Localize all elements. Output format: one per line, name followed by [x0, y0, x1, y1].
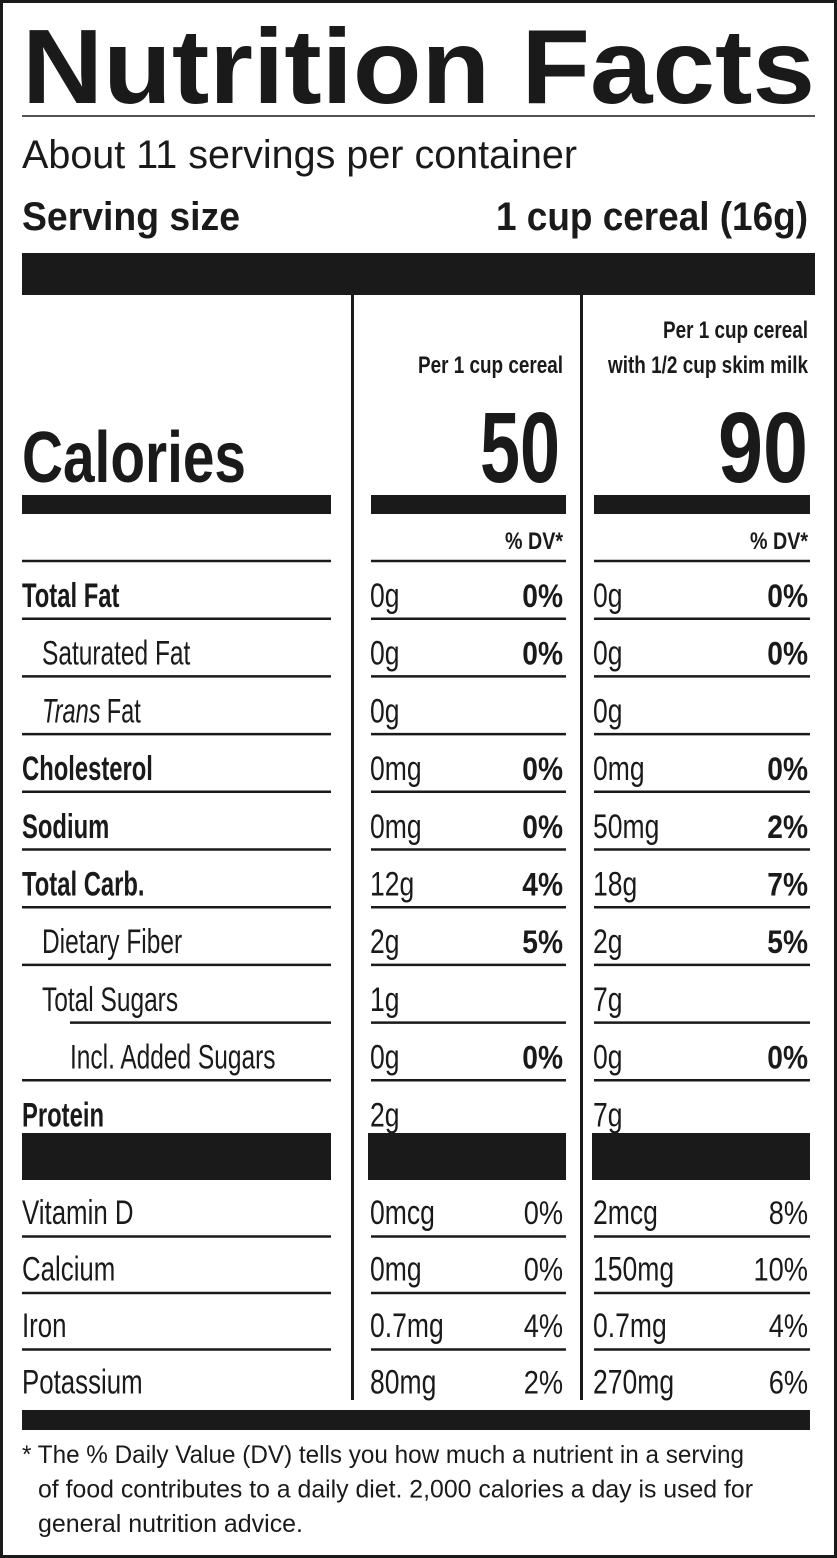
amount: 0.7mg — [370, 1307, 444, 1345]
amount: 2g — [370, 923, 400, 961]
amount: 2g — [593, 923, 623, 961]
vitamin-name: Potassium — [22, 1364, 143, 1402]
nutrient-name-italic: Trans — [42, 692, 101, 730]
vitamin-name: Calcium — [22, 1251, 115, 1289]
servings-per-container: About 11 servings per container — [22, 133, 577, 177]
nutrient-name: Total Fat — [22, 577, 119, 615]
column-divider — [580, 295, 583, 1400]
column-heading: with 1/2 cup skim milk — [607, 352, 808, 379]
calories-bar — [594, 495, 810, 514]
nutrient-name: Protein — [22, 1096, 104, 1134]
nutrient-name: Saturated Fat — [42, 635, 191, 673]
amount: 2mcg — [593, 1194, 658, 1232]
percent-dv: 7% — [767, 867, 808, 903]
column-heading: Per 1 cup cereal — [663, 317, 808, 344]
amount: 0mg — [370, 1251, 422, 1289]
percent-dv: 0% — [522, 636, 563, 672]
serving-size-value: 1 cup cereal (16g) — [496, 195, 808, 239]
calories-value: 50 — [480, 392, 560, 504]
column-heading: Per 1 cup cereal — [418, 352, 563, 379]
amount: 80mg — [370, 1364, 436, 1402]
percent-dv: 0% — [524, 1252, 563, 1288]
footnote-line: of food contributes to a daily diet. 2,0… — [38, 1476, 753, 1504]
amount: 0g — [370, 692, 400, 730]
percent-dv: 0% — [522, 751, 563, 787]
amount: 0g — [593, 577, 623, 615]
percent-dv: 0% — [522, 1040, 563, 1076]
amount: 0g — [593, 635, 623, 673]
amount: 0g — [370, 577, 400, 615]
nutrient-name: Dietary Fiber — [42, 923, 182, 961]
amount: 7g — [593, 981, 623, 1019]
amount: 12g — [370, 866, 414, 904]
amount: 0mcg — [370, 1194, 435, 1232]
column-divider — [351, 295, 354, 1400]
amount: 18g — [593, 866, 637, 904]
thick-bar — [22, 253, 815, 295]
percent-dv: 0% — [524, 1195, 563, 1231]
calories-label: Calories — [22, 418, 246, 498]
amount: 0g — [593, 692, 623, 730]
amount: 0.7mg — [593, 1307, 667, 1345]
amount: 1g — [370, 981, 400, 1019]
section-bar — [22, 1133, 331, 1180]
calories-bar — [371, 495, 566, 514]
amount: 0g — [593, 1039, 623, 1077]
percent-dv: 5% — [767, 924, 808, 960]
percent-dv: 2% — [767, 809, 808, 845]
amount: 270mg — [593, 1364, 674, 1402]
nutrient-name: Cholesterol — [22, 750, 153, 788]
amount: 7g — [593, 1096, 623, 1134]
percent-dv: 4% — [524, 1308, 563, 1344]
dv-header: % DV* — [750, 528, 809, 555]
section-bar — [592, 1133, 810, 1180]
percent-dv: 0% — [522, 809, 563, 845]
bottom-bar — [22, 1410, 810, 1430]
amount: 0mg — [593, 750, 645, 788]
nutrient-name-rest: Fat — [107, 692, 141, 730]
vitamin-name: Iron — [22, 1307, 67, 1345]
amount: 0mg — [370, 808, 422, 846]
nutrient-name: Total Sugars — [42, 981, 178, 1019]
percent-dv: 0% — [767, 751, 808, 787]
percent-dv: 5% — [522, 924, 563, 960]
percent-dv: 0% — [767, 1040, 808, 1076]
calories-value: 90 — [718, 392, 808, 504]
title: Nutrition Facts — [22, 8, 815, 126]
footnote-line: general nutrition advice. — [38, 1510, 303, 1538]
calories-bar — [22, 495, 331, 514]
amount: 50mg — [593, 808, 659, 846]
section-bar — [368, 1133, 566, 1180]
percent-dv: 10% — [754, 1252, 808, 1288]
serving-size-label: Serving size — [22, 195, 240, 239]
dv-header: % DV* — [505, 528, 564, 555]
nutrient-name: Incl. Added Sugars — [70, 1039, 276, 1077]
nutrient-name: TransFat — [42, 692, 141, 730]
nutrient-name: Sodium — [22, 808, 109, 846]
percent-dv: 2% — [524, 1365, 563, 1401]
percent-dv: 0% — [767, 636, 808, 672]
amount: 150mg — [593, 1251, 674, 1289]
percent-dv: 6% — [769, 1365, 808, 1401]
amount: 0g — [370, 635, 400, 673]
percent-dv: 8% — [769, 1195, 808, 1231]
amount: 0g — [370, 1039, 400, 1077]
percent-dv: 4% — [522, 867, 563, 903]
nutrient-name: Total Carb. — [22, 866, 145, 904]
percent-dv: 0% — [522, 578, 563, 614]
percent-dv: 4% — [769, 1308, 808, 1344]
amount: 2g — [370, 1096, 400, 1134]
vitamin-name: Vitamin D — [22, 1194, 134, 1232]
percent-dv: 0% — [767, 578, 808, 614]
footnote-line: * The % Daily Value (DV) tells you how m… — [22, 1441, 744, 1469]
amount: 0mg — [370, 750, 422, 788]
